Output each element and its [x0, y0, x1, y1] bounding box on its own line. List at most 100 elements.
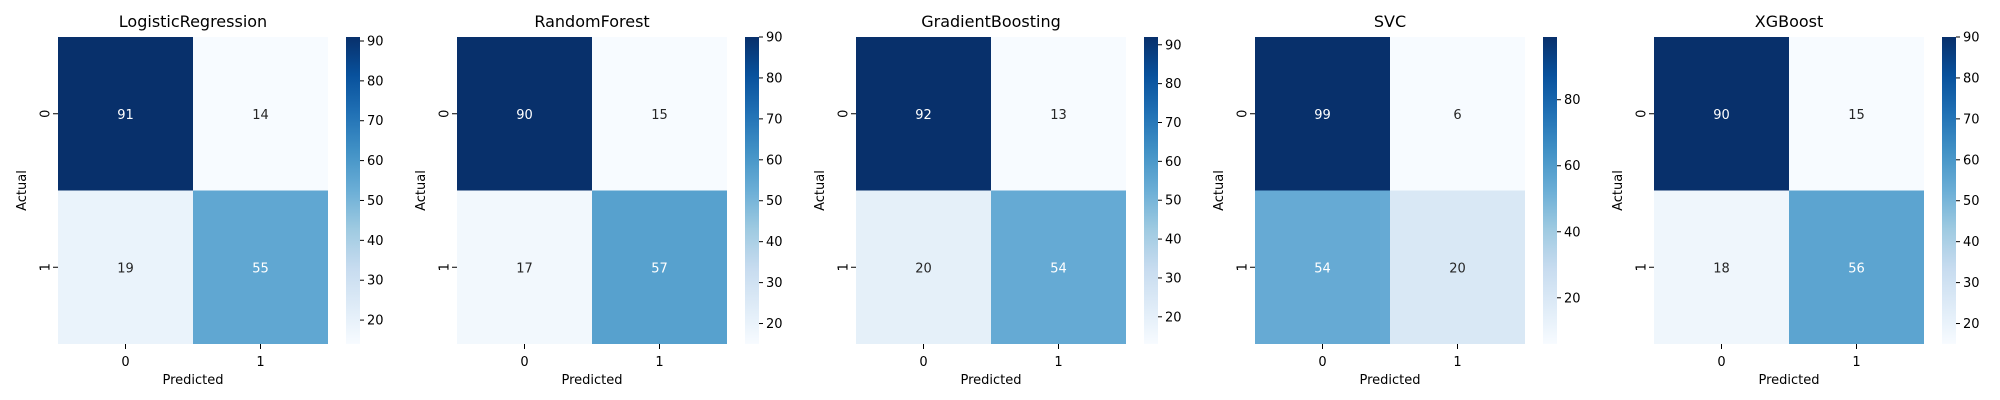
- heatmap-cell: [58, 190, 193, 344]
- cell-value-label: 19: [117, 261, 134, 276]
- heatmap-cell: [193, 37, 328, 191]
- heatmap-panel: LogisticRegression 91 14 19 55 0 1 Predicted 0 1 A…: [15, 12, 384, 388]
- cell-value-label: 55: [252, 261, 269, 276]
- colorbar-tick-label: 60: [766, 153, 783, 168]
- colorbar-tick-label: 40: [1963, 235, 1980, 250]
- x-axis-label: Predicted: [1359, 373, 1420, 388]
- chart-title: GradientBoosting: [921, 12, 1061, 31]
- heatmap-cell: [193, 190, 328, 344]
- colorbar-tick-label: 30: [766, 276, 783, 291]
- colorbar-tick-label: 80: [1963, 71, 1980, 86]
- cell-value-label: 54: [1314, 261, 1331, 276]
- colorbar-tick-label: 40: [367, 234, 384, 249]
- colorbar-tick-label: 20: [766, 317, 783, 332]
- colorbar-tick-label: 30: [367, 274, 384, 289]
- colorbar-tick-label: 80: [766, 71, 783, 86]
- colorbar-tick-label: 30: [1165, 271, 1182, 286]
- colorbar-tick-label: 60: [367, 154, 384, 169]
- x-tick-label: 1: [1852, 355, 1860, 370]
- colorbar-tick-label: 90: [367, 34, 384, 49]
- cell-value-label: 56: [1848, 261, 1865, 276]
- heatmap-cell: [1255, 190, 1390, 344]
- cell-value-label: 20: [915, 261, 932, 276]
- y-tick-label: 1: [39, 263, 54, 271]
- colorbar-tick-label: 20: [367, 314, 384, 329]
- colorbar-tick-label: 60: [1963, 153, 1980, 168]
- x-axis-label: Predicted: [162, 373, 223, 388]
- cell-value-label: 91: [117, 108, 134, 123]
- cell-value-label: 90: [516, 108, 533, 123]
- heatmap-cell: [856, 190, 991, 344]
- heatmap-cell: [1390, 37, 1525, 191]
- y-tick-label: 0: [1236, 110, 1251, 118]
- cell-value-label: 54: [1050, 261, 1067, 276]
- y-tick-label: 0: [438, 110, 453, 118]
- colorbar-tick-label: 80: [1564, 93, 1581, 108]
- heatmap-cell: [1789, 190, 1924, 344]
- heatmap-panel: RandomForest 90 15 17 57 0 1 Predicted 0 1 Actual 2…: [414, 12, 783, 388]
- y-axis-label: Actual: [414, 170, 429, 211]
- heatmap-cell: [592, 37, 727, 191]
- colorbar-tick-label: 40: [1165, 233, 1182, 248]
- colorbar-tick-label: 80: [1165, 77, 1182, 92]
- cell-value-label: 18: [1713, 261, 1730, 276]
- y-tick-label: 0: [1635, 110, 1650, 118]
- y-tick-label: 1: [1236, 263, 1251, 271]
- colorbar-tick-label: 20: [1165, 310, 1182, 325]
- colorbar-tick-label: 70: [766, 112, 783, 127]
- y-axis-label: Actual: [1212, 170, 1227, 211]
- x-tick-label: 0: [1717, 355, 1725, 370]
- colorbar-tick-label: 70: [1165, 116, 1182, 131]
- x-tick-label: 1: [1054, 355, 1062, 370]
- x-tick-label: 1: [256, 355, 264, 370]
- y-tick-label: 1: [837, 263, 852, 271]
- colorbar: [1144, 37, 1158, 344]
- cell-value-label: 20: [1449, 261, 1466, 276]
- heatmap-cell: [1789, 37, 1924, 191]
- x-axis-label: Predicted: [960, 373, 1021, 388]
- colorbar-tick-label: 90: [1963, 31, 1980, 46]
- colorbar-tick-label: 70: [1963, 112, 1980, 127]
- heatmap-panel: GradientBoosting 92 13 20 54 0 1 Predicted 0 1 Act…: [813, 12, 1182, 388]
- colorbar-tick-label: 50: [1165, 194, 1182, 209]
- colorbar-tick-label: 70: [367, 114, 384, 129]
- heatmap-cell: [457, 190, 592, 344]
- heatmap-cell: [1390, 190, 1525, 344]
- x-axis-label: Predicted: [1758, 373, 1819, 388]
- x-axis-label: Predicted: [561, 373, 622, 388]
- colorbar: [745, 37, 759, 344]
- colorbar-tick-label: 60: [1564, 159, 1581, 174]
- cell-value-label: 57: [651, 261, 668, 276]
- heatmap-cell: [1654, 37, 1789, 191]
- heatmap-cell: [1654, 190, 1789, 344]
- cell-value-label: 99: [1314, 108, 1331, 123]
- heatmap-cell: [991, 190, 1126, 344]
- colorbar-tick-label: 60: [1165, 155, 1182, 170]
- heatmap-panel: XGBoost 90 15 18 56 0 1 Predicted 0 1 Actual 20 30 40…: [1611, 12, 1980, 388]
- y-axis-label: Actual: [15, 170, 30, 211]
- y-tick-label: 0: [837, 110, 852, 118]
- cell-value-label: 92: [915, 108, 932, 123]
- y-tick-label: 0: [39, 110, 54, 118]
- cell-value-label: 15: [651, 108, 668, 123]
- cell-value-label: 14: [252, 108, 269, 123]
- cell-value-label: 15: [1848, 108, 1865, 123]
- chart-title: LogisticRegression: [119, 12, 267, 31]
- chart-title: XGBoost: [1755, 12, 1824, 31]
- colorbar: [1543, 37, 1557, 344]
- chart-title: SVC: [1374, 12, 1406, 31]
- cell-value-label: 6: [1453, 108, 1461, 123]
- colorbar-tick-label: 30: [1963, 276, 1980, 291]
- colorbar: [346, 37, 360, 344]
- colorbar-tick-label: 20: [1963, 317, 1980, 332]
- y-axis-label: Actual: [813, 170, 828, 211]
- y-tick-label: 1: [438, 263, 453, 271]
- colorbar-tick-label: 90: [1165, 38, 1182, 53]
- x-tick-label: 0: [919, 355, 927, 370]
- colorbar-tick-label: 50: [367, 194, 384, 209]
- cell-value-label: 17: [516, 261, 533, 276]
- heatmap-cell: [1255, 37, 1390, 191]
- heatmap-cell: [856, 37, 991, 191]
- colorbar-tick-label: 40: [1564, 225, 1581, 240]
